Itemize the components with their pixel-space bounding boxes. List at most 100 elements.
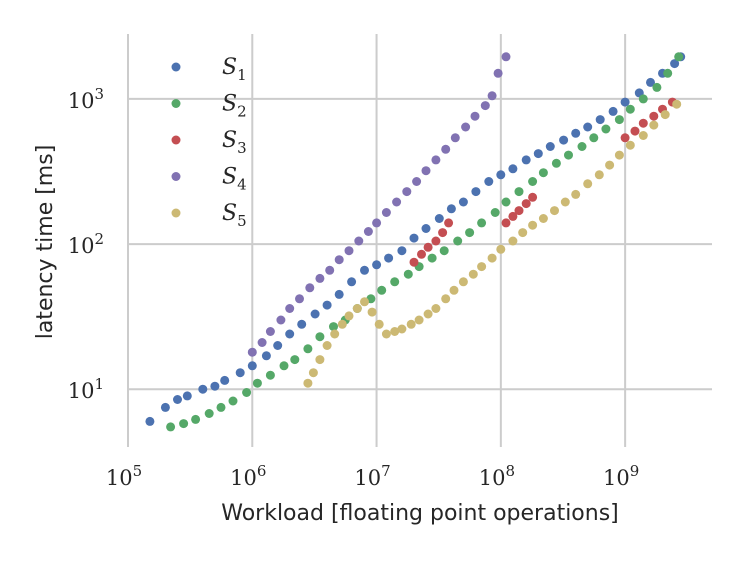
point-S2 — [265, 370, 275, 380]
point-S4 — [305, 283, 315, 293]
legend-marker-S2 — [171, 99, 181, 108]
legend-label-S1: S1 — [222, 55, 247, 84]
point-S5 — [423, 309, 433, 319]
x-tick-label: 107 — [354, 462, 390, 490]
point-S4 — [450, 133, 460, 143]
point-S1 — [210, 381, 220, 391]
point-S2 — [390, 277, 400, 287]
point-S4 — [354, 236, 364, 246]
point-S3 — [514, 206, 524, 216]
point-S1 — [334, 289, 344, 299]
legend-marker-S4 — [171, 172, 181, 181]
series-S4-points — [247, 52, 511, 357]
point-S5 — [528, 220, 538, 230]
point-S4 — [334, 255, 344, 265]
point-S3 — [423, 242, 433, 252]
y-axis-label: latency time [ms] — [33, 145, 58, 340]
point-S1 — [608, 106, 618, 116]
y-tick-label: 103 — [68, 85, 104, 113]
point-S2 — [674, 52, 684, 62]
point-S4 — [344, 246, 354, 256]
point-S3 — [409, 257, 419, 267]
point-S3 — [630, 126, 640, 136]
point-S5 — [308, 368, 318, 378]
x-tick-label: 105 — [106, 462, 142, 490]
point-S1 — [458, 197, 468, 207]
y-tick-label: 102 — [68, 230, 104, 258]
point-S1 — [571, 128, 581, 138]
y-tick-label: 101 — [68, 375, 104, 403]
point-S1 — [397, 246, 407, 256]
point-S1 — [559, 135, 569, 145]
x-tick-label: 109 — [603, 462, 639, 490]
point-S2 — [465, 228, 475, 238]
point-S2 — [315, 332, 325, 342]
point-S5 — [496, 244, 506, 254]
legend-label-S4: S4 — [222, 165, 247, 194]
point-S2 — [228, 396, 238, 406]
point-S2 — [589, 133, 599, 143]
point-S5 — [322, 341, 332, 350]
point-S2 — [652, 82, 662, 92]
point-S3 — [417, 249, 426, 259]
point-S4 — [295, 294, 304, 304]
point-S3 — [528, 192, 538, 202]
point-S1 — [496, 170, 506, 180]
point-S4 — [257, 338, 267, 347]
point-S5 — [431, 304, 441, 313]
legend-label-S3: S3 — [222, 128, 247, 157]
point-S2 — [403, 269, 413, 279]
data-points — [145, 52, 686, 432]
point-S5 — [449, 285, 459, 295]
point-S1 — [446, 204, 456, 214]
point-S2 — [290, 355, 300, 365]
point-S2 — [477, 218, 487, 228]
point-S3 — [444, 218, 454, 228]
point-S5 — [614, 150, 624, 160]
point-S1 — [583, 122, 593, 132]
point-S2 — [242, 388, 252, 397]
point-S5 — [458, 277, 468, 287]
point-S2 — [577, 142, 587, 151]
point-S2 — [614, 115, 624, 125]
point-S2 — [303, 344, 313, 354]
point-S2 — [191, 414, 201, 424]
point-S3 — [620, 133, 630, 143]
point-S1 — [595, 115, 605, 125]
point-S5 — [605, 160, 615, 170]
point-S1 — [285, 329, 295, 339]
point-S1 — [261, 351, 271, 361]
x-tick-labels: 105 106 107 108 109 — [106, 462, 639, 490]
point-S2 — [601, 124, 611, 134]
point-S3 — [638, 118, 648, 128]
point-S2 — [166, 422, 176, 432]
series-S3-points — [409, 97, 677, 267]
x-axis-label: Workload [floating point operations] — [221, 501, 619, 526]
point-S5 — [649, 120, 659, 130]
point-S3 — [431, 236, 441, 246]
point-S2 — [216, 402, 226, 412]
point-S1 — [220, 375, 230, 385]
point-S1 — [310, 309, 320, 319]
point-S1 — [545, 142, 555, 151]
point-S2 — [564, 150, 573, 160]
point-S5 — [374, 319, 384, 329]
point-S1 — [533, 149, 543, 159]
point-S4 — [480, 101, 490, 111]
point-S1 — [384, 253, 394, 263]
point-S1 — [360, 265, 369, 275]
point-S2 — [625, 104, 635, 114]
point-S1 — [173, 395, 182, 404]
point-S4 — [441, 144, 451, 154]
point-S5 — [487, 253, 497, 263]
point-S4 — [392, 197, 402, 207]
point-S1 — [620, 97, 630, 107]
point-S5 — [352, 304, 362, 313]
point-S5 — [594, 170, 604, 180]
point-S4 — [431, 155, 441, 165]
legend-marker-S5 — [171, 208, 181, 218]
point-S1 — [646, 77, 655, 87]
point-S3 — [521, 199, 531, 209]
point-S4 — [487, 91, 497, 101]
